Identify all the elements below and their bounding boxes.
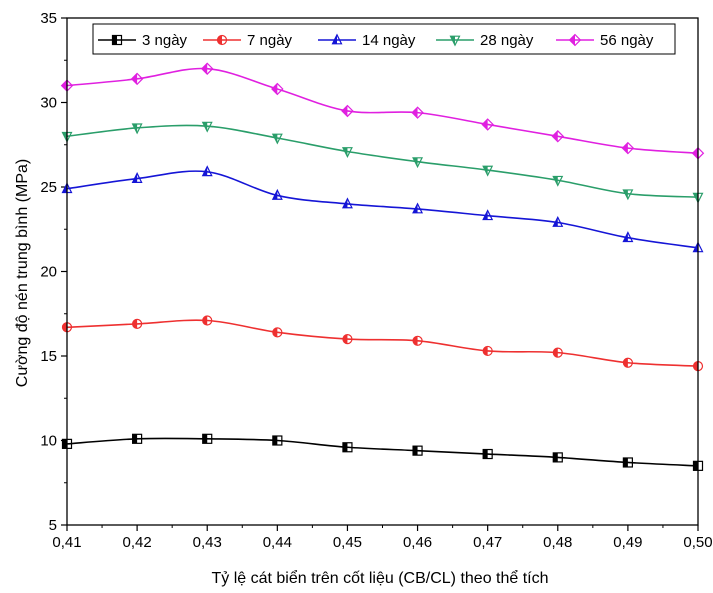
data-point-diamond bbox=[568, 33, 582, 47]
data-point-circle bbox=[412, 335, 423, 346]
data-point-diamond bbox=[621, 141, 635, 155]
data-point-diamond bbox=[411, 106, 424, 119]
legend-item: 7 ngày bbox=[203, 32, 293, 49]
data-point-square bbox=[412, 445, 423, 456]
legend-label: 56 ngày bbox=[600, 32, 654, 49]
data-point-diamond bbox=[481, 118, 494, 131]
data-point-triangle-up bbox=[201, 165, 213, 177]
legend-label: 3 ngày bbox=[142, 32, 188, 49]
data-point-triangle-up bbox=[622, 231, 634, 243]
x-tick-label: 0,42 bbox=[123, 534, 152, 551]
data-point-diamond bbox=[551, 130, 565, 143]
data-point-triangle-down bbox=[449, 35, 461, 47]
data-point-square bbox=[622, 457, 633, 468]
data-point-circle bbox=[272, 327, 283, 338]
data-point-circle bbox=[552, 347, 563, 358]
plot-area-frame bbox=[66, 17, 699, 526]
series-markers bbox=[60, 62, 705, 471]
legend-label: 28 ngày bbox=[480, 32, 534, 49]
legend-label: 7 ngày bbox=[247, 32, 293, 49]
x-tick-label: 0,44 bbox=[263, 534, 292, 551]
data-point-diamond bbox=[271, 82, 284, 96]
x-tick-label: 0,46 bbox=[403, 534, 432, 551]
axis-ticks: 5 10 15 20 25 30 35 0,41 0,42 0,43 0,44 0,45 0,46 0,4… bbox=[40, 10, 712, 551]
y-tick-label: 15 bbox=[40, 348, 57, 365]
data-point-circle bbox=[482, 345, 493, 357]
x-tick-label: 0,45 bbox=[333, 534, 362, 551]
x-axis-title: Tỷ lệ cát biển trên cốt liệu (CB/CL) the… bbox=[211, 569, 548, 587]
y-tick-label: 30 bbox=[40, 95, 57, 112]
legend-label: 14 ngày bbox=[362, 32, 416, 49]
data-point-square bbox=[111, 34, 123, 46]
data-point-square bbox=[342, 442, 353, 453]
data-point-triangle-down bbox=[412, 157, 424, 169]
data-point-triangle-up bbox=[341, 197, 353, 209]
series-line bbox=[66, 319, 699, 367]
x-tick-label: 0,50 bbox=[683, 534, 712, 551]
data-point-circle bbox=[622, 357, 633, 368]
data-point-triangle-up bbox=[131, 172, 143, 183]
data-point-circle bbox=[216, 34, 228, 46]
y-axis-title: Cường độ nén trung bình (MPa) bbox=[14, 159, 31, 387]
legend-item: 28 ngày bbox=[436, 32, 534, 49]
data-point-triangle-up bbox=[271, 188, 283, 200]
y-tick-label: 35 bbox=[40, 10, 57, 27]
data-point-circle bbox=[132, 318, 143, 329]
data-point-triangle-down bbox=[201, 121, 213, 133]
data-point-square bbox=[202, 433, 213, 444]
x-tick-label: 0,48 bbox=[543, 534, 572, 551]
x-tick-label: 0,43 bbox=[193, 534, 222, 551]
data-point-square bbox=[552, 452, 563, 463]
legend: 3 ngày 7 ngày 14 ngày 28 ngày 56 ngày bbox=[92, 23, 676, 55]
y-tick-label: 25 bbox=[40, 179, 57, 196]
data-point-triangle-down bbox=[552, 175, 564, 187]
data-point-triangle-down bbox=[131, 123, 143, 135]
x-tick-label: 0,49 bbox=[613, 534, 642, 551]
data-point-square bbox=[272, 435, 283, 446]
series-line bbox=[66, 437, 699, 467]
y-tick-label: 20 bbox=[40, 264, 57, 281]
data-point-diamond bbox=[200, 62, 214, 75]
legend-item: 14 ngày bbox=[318, 32, 416, 49]
y-tick-label: 10 bbox=[40, 433, 57, 450]
data-point-diamond bbox=[130, 72, 144, 86]
data-point-diamond bbox=[341, 104, 354, 118]
data-point-triangle-down bbox=[622, 189, 634, 201]
data-point-triangle-up bbox=[482, 209, 494, 221]
data-point-triangle-down bbox=[341, 147, 353, 159]
data-point-triangle-up bbox=[331, 33, 343, 45]
legend-item: 3 ngày bbox=[98, 32, 188, 49]
x-tick-label: 0,41 bbox=[52, 534, 81, 551]
legend-box bbox=[92, 23, 676, 55]
data-point-triangle-up bbox=[412, 202, 424, 214]
legend-item: 56 ngày bbox=[556, 32, 654, 49]
data-point-square bbox=[482, 448, 493, 460]
series-lines bbox=[66, 67, 699, 467]
data-point-triangle-down bbox=[482, 165, 494, 177]
x-tick-label: 0,47 bbox=[473, 534, 502, 551]
y-tick-label: 5 bbox=[49, 517, 57, 534]
series-line bbox=[66, 170, 699, 249]
series-line bbox=[66, 67, 699, 154]
series-line bbox=[66, 124, 699, 198]
data-point-square bbox=[132, 433, 143, 444]
data-point-triangle-down bbox=[271, 133, 283, 145]
data-point-triangle-up bbox=[552, 215, 564, 227]
data-point-circle bbox=[342, 334, 353, 345]
data-point-circle bbox=[202, 315, 213, 326]
